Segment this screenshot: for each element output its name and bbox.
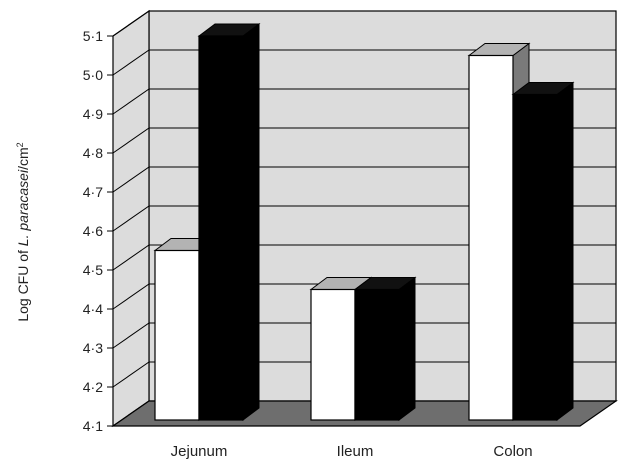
gridline	[112, 205, 616, 232]
y-axis-label: Log CFU of L. paracasei/cm2	[15, 142, 31, 321]
y-tick-label: 4·2	[83, 379, 103, 395]
bar-front	[154, 249, 200, 421]
y-tick-label: 4·5	[83, 262, 103, 278]
gridline	[112, 283, 616, 310]
bar-front	[512, 93, 558, 421]
bar-side	[242, 23, 260, 421]
y-tick-label: 4·7	[83, 184, 103, 200]
bar-front	[198, 35, 244, 421]
y-tick-label: 4·8	[83, 145, 103, 161]
y-tick-label: 4·3	[83, 340, 103, 356]
bar-front	[468, 54, 514, 421]
y-tick-label: 4·4	[83, 301, 103, 317]
gridline	[112, 49, 616, 76]
y-tick-labels: 4·1 4·2 4·3 4·4 4·5 4·6 4·7 4·8 4·9 5·0 5·1	[83, 28, 103, 434]
gridline	[112, 322, 616, 349]
y-axis-label-italic: L. paracasei	[15, 169, 31, 246]
x-category-labels: Jejunum Ileum Colon	[171, 443, 533, 460]
gridline	[112, 127, 616, 154]
y-tick-label: 4·9	[83, 106, 103, 122]
y-tick-label: 5·0	[83, 67, 103, 83]
y-tick-label: 4·1	[83, 418, 103, 434]
y-axis-label-prefix: Log CFU of	[15, 246, 31, 321]
x-category-label: Ileum	[337, 443, 374, 460]
x-category-label: Jejunum	[171, 443, 228, 460]
x-category-label: Colon	[493, 443, 532, 460]
gridline	[112, 166, 616, 193]
y-tick-label: 4·6	[83, 223, 103, 239]
bar-side	[398, 276, 416, 421]
y-tick-label: 5·1	[83, 28, 103, 44]
bar-front	[354, 288, 400, 421]
y-axis-label-superscript: 2	[15, 142, 25, 147]
gridline	[112, 244, 616, 271]
gridline	[112, 88, 616, 115]
bar-side	[556, 81, 574, 421]
bars	[153, 23, 575, 421]
gridline	[112, 361, 616, 388]
bar	[353, 276, 417, 421]
bar	[197, 23, 261, 421]
gridline	[112, 10, 616, 37]
gridlines	[107, 10, 616, 427]
y-axis-label-suffix: /cm	[15, 147, 31, 170]
bar	[511, 81, 575, 421]
bar-front	[310, 288, 356, 421]
